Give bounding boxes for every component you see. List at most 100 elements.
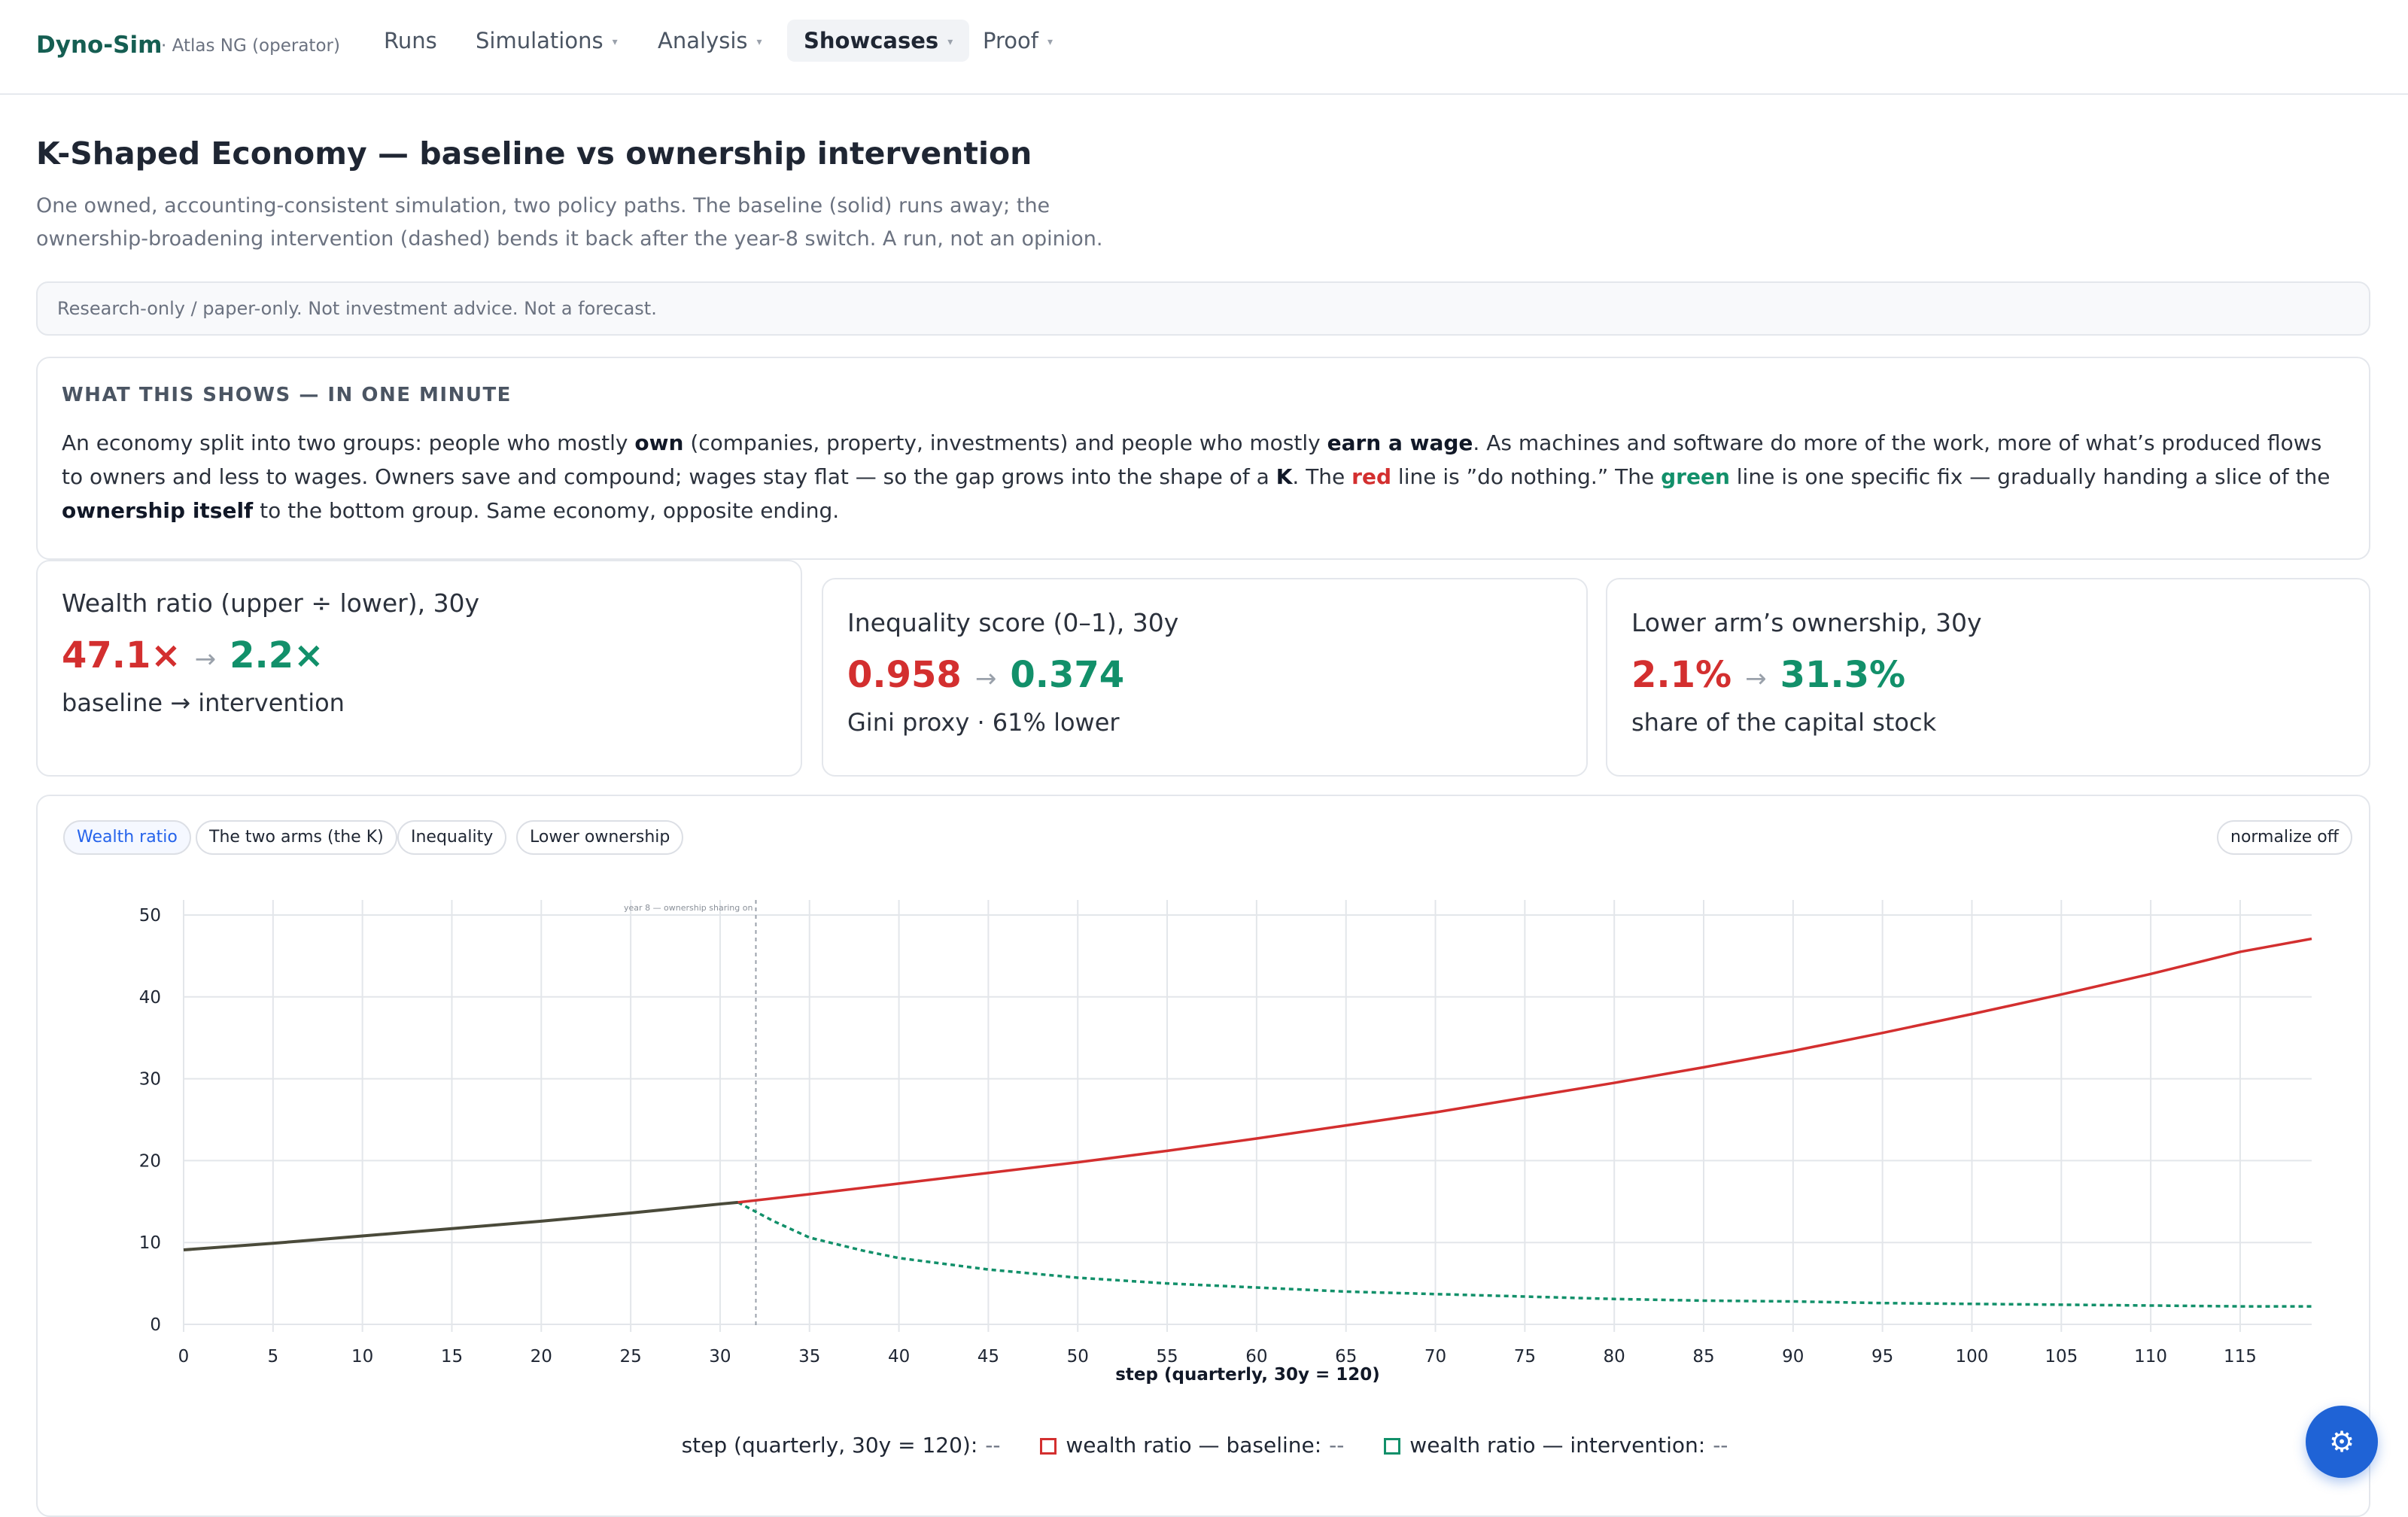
tab-wealth-ratio[interactable]: Wealth ratio <box>63 820 191 855</box>
arrow-right-icon: → <box>974 664 997 694</box>
x-tick-label: 70 <box>1424 1347 1446 1367</box>
x-tick-label: 75 <box>1514 1347 1536 1367</box>
chevron-down-icon: ▾ <box>947 36 953 48</box>
legend-step-label: step (quarterly, 30y = 120): <box>681 1433 978 1458</box>
nav-runs[interactable]: Runs <box>367 20 454 62</box>
x-tick-label: 90 <box>1782 1347 1804 1367</box>
legend-intervention-label: wealth ratio — intervention: <box>1409 1433 1706 1458</box>
explainer-text: . The <box>1292 464 1352 489</box>
arrow-right-icon: → <box>1745 664 1767 694</box>
explainer-bold: own <box>634 430 684 455</box>
x-tick-label: 20 <box>531 1347 552 1367</box>
x-tick-label: 105 <box>2045 1347 2078 1367</box>
workspace-label: · Atlas NG (operator) <box>161 36 340 56</box>
y-tick-label: 10 <box>139 1233 161 1253</box>
legend-baseline[interactable]: wealth ratio — baseline: -- <box>1040 1433 1344 1458</box>
x-tick-label: 115 <box>2224 1347 2257 1367</box>
x-tick-label: 110 <box>2134 1347 2167 1367</box>
nav-proof[interactable]: Proof ▾ <box>966 20 1069 62</box>
page-subtitle: One owned, accounting-consistent simulat… <box>36 194 1103 251</box>
baseline-series-line <box>737 937 2312 1204</box>
chevron-down-icon: ▾ <box>612 36 618 48</box>
explainer-bold: earn a wage <box>1327 430 1473 455</box>
tab-two-arms[interactable]: The two arms (the K) <box>196 820 397 855</box>
nav-simulations-label: Simulations <box>476 28 604 53</box>
switch-annotation: year 8 — ownership sharing on <box>624 903 752 913</box>
stat-baseline-value: 2.1% <box>1631 654 1732 696</box>
gear-icon: ⚙ <box>2328 1425 2355 1458</box>
chevron-down-icon: ▾ <box>1047 36 1053 48</box>
chevron-down-icon: ▾ <box>756 36 762 48</box>
x-tick-label: 25 <box>619 1347 641 1367</box>
stat-note: share of the capital stock <box>1631 708 1937 737</box>
explainer-heading: WHAT THIS SHOWS — IN ONE MINUTE <box>62 384 512 406</box>
y-tick-label: 40 <box>139 988 161 1008</box>
explainer-text: (companies, property, investments) and p… <box>683 430 1327 455</box>
legend-intervention[interactable]: wealth ratio — intervention: -- <box>1384 1433 1728 1458</box>
x-tick-label: 10 <box>351 1347 373 1367</box>
x-tick-label: 15 <box>441 1347 463 1367</box>
x-tick-label: 40 <box>888 1347 910 1367</box>
x-tick-label: 30 <box>709 1347 731 1367</box>
x-tick-label: 85 <box>1692 1347 1714 1367</box>
explainer-red-word: red <box>1351 464 1392 489</box>
chart-axes: 0 5 10 15 20 25 30 35 40 45 50 55 60 65 70 75 80 85 90 95 10… <box>139 906 2257 1385</box>
stat-values: 0.958 → 0.374 <box>847 654 1562 696</box>
stat-note: baseline → intervention <box>62 689 345 717</box>
stat-baseline-value: 0.958 <box>847 654 962 696</box>
x-tick-label: 50 <box>1067 1347 1089 1367</box>
arrow-right-icon: → <box>194 644 217 674</box>
x-tick-label: 55 <box>1156 1347 1178 1367</box>
page-title: K-Shaped Economy — baseline vs ownership… <box>36 135 1032 172</box>
stat-label: Inequality score (0–1), 30y <box>847 608 1179 637</box>
baseline-swatch-icon <box>1040 1438 1057 1455</box>
x-axis-label: step (quarterly, 30y = 120) <box>1115 1365 1380 1385</box>
stat-intervention-value: 31.3% <box>1780 654 1906 696</box>
x-tick-label: 0 <box>178 1347 190 1367</box>
legend-step-value: -- <box>985 1433 1001 1458</box>
settings-fab[interactable]: ⚙ <box>2306 1406 2378 1478</box>
chart-marks: year 8 — ownership sharing on <box>183 900 2312 1328</box>
nav-analysis[interactable]: Analysis ▾ <box>641 20 779 62</box>
stat-label: Lower arm’s ownership, 30y <box>1631 608 1982 637</box>
tab-inequality[interactable]: Inequality <box>397 820 507 855</box>
explainer-bold: ownership itself <box>62 498 254 523</box>
nav-showcases[interactable]: Showcases ▾ <box>787 20 970 62</box>
stat-values: 2.1% → 31.3% <box>1631 654 2345 696</box>
stat-card-wealth-ratio[interactable]: Wealth ratio (upper ÷ lower), 30y 47.1× →… <box>36 560 802 777</box>
chart-legend: step (quarterly, 30y = 120): -- wealth ra… <box>38 1433 2372 1458</box>
x-tick-label: 60 <box>1245 1347 1267 1367</box>
stat-label: Wealth ratio (upper ÷ lower), 30y <box>62 588 480 618</box>
shared-pre-switch-line <box>183 1200 738 1251</box>
y-tick-label: 20 <box>139 1151 161 1171</box>
legend-step: step (quarterly, 30y = 120): -- <box>682 1433 1001 1458</box>
stat-card-lower-ownership[interactable]: Lower arm’s ownership, 30y 2.1% → 31.3% sh… <box>1606 578 2370 777</box>
y-tick-label: 30 <box>139 1070 161 1090</box>
nav-simulations[interactable]: Simulations ▾ <box>459 20 634 62</box>
intervention-swatch-icon <box>1384 1438 1401 1455</box>
wealth-ratio-chart[interactable]: 0 5 10 15 20 25 30 35 40 45 50 55 60 65 70 75 80 85 90 95 10… <box>38 796 2372 1413</box>
nav-proof-label: Proof <box>983 28 1038 53</box>
stat-note: Gini proxy · 61% lower <box>847 708 1120 737</box>
explainer-text: line is ”do nothing.” The <box>1391 464 1662 489</box>
chart-grid <box>183 900 2312 1332</box>
x-tick-label: 95 <box>1871 1347 1893 1367</box>
top-nav: Dyno-Sim · Atlas NG (operator) Runs Simu… <box>0 0 2408 95</box>
legend-baseline-label: wealth ratio — baseline: <box>1066 1433 1322 1458</box>
legend-intervention-value: -- <box>1713 1433 1728 1458</box>
brand-logo[interactable]: Dyno-Sim <box>36 32 163 59</box>
explainer-text: An economy split into two groups: people… <box>62 430 635 455</box>
nav-runs-label: Runs <box>384 28 437 53</box>
stat-intervention-value: 0.374 <box>1010 654 1125 696</box>
explainer-green-word: green <box>1661 464 1730 489</box>
stat-baseline-value: 47.1× <box>62 634 181 676</box>
x-tick-label: 35 <box>798 1347 820 1367</box>
y-tick-label: 50 <box>139 906 161 926</box>
normalize-toggle[interactable]: normalize off <box>2217 820 2352 855</box>
stat-card-inequality[interactable]: Inequality score (0–1), 30y 0.958 → 0.374 … <box>822 578 1588 777</box>
tab-lower-ownership[interactable]: Lower ownership <box>516 820 684 855</box>
x-tick-label: 45 <box>977 1347 999 1367</box>
x-tick-label: 65 <box>1335 1347 1357 1367</box>
explainer-text: line is one specific fix — gradually han… <box>1729 464 2330 489</box>
stat-values: 47.1× → 2.2× <box>62 634 777 676</box>
